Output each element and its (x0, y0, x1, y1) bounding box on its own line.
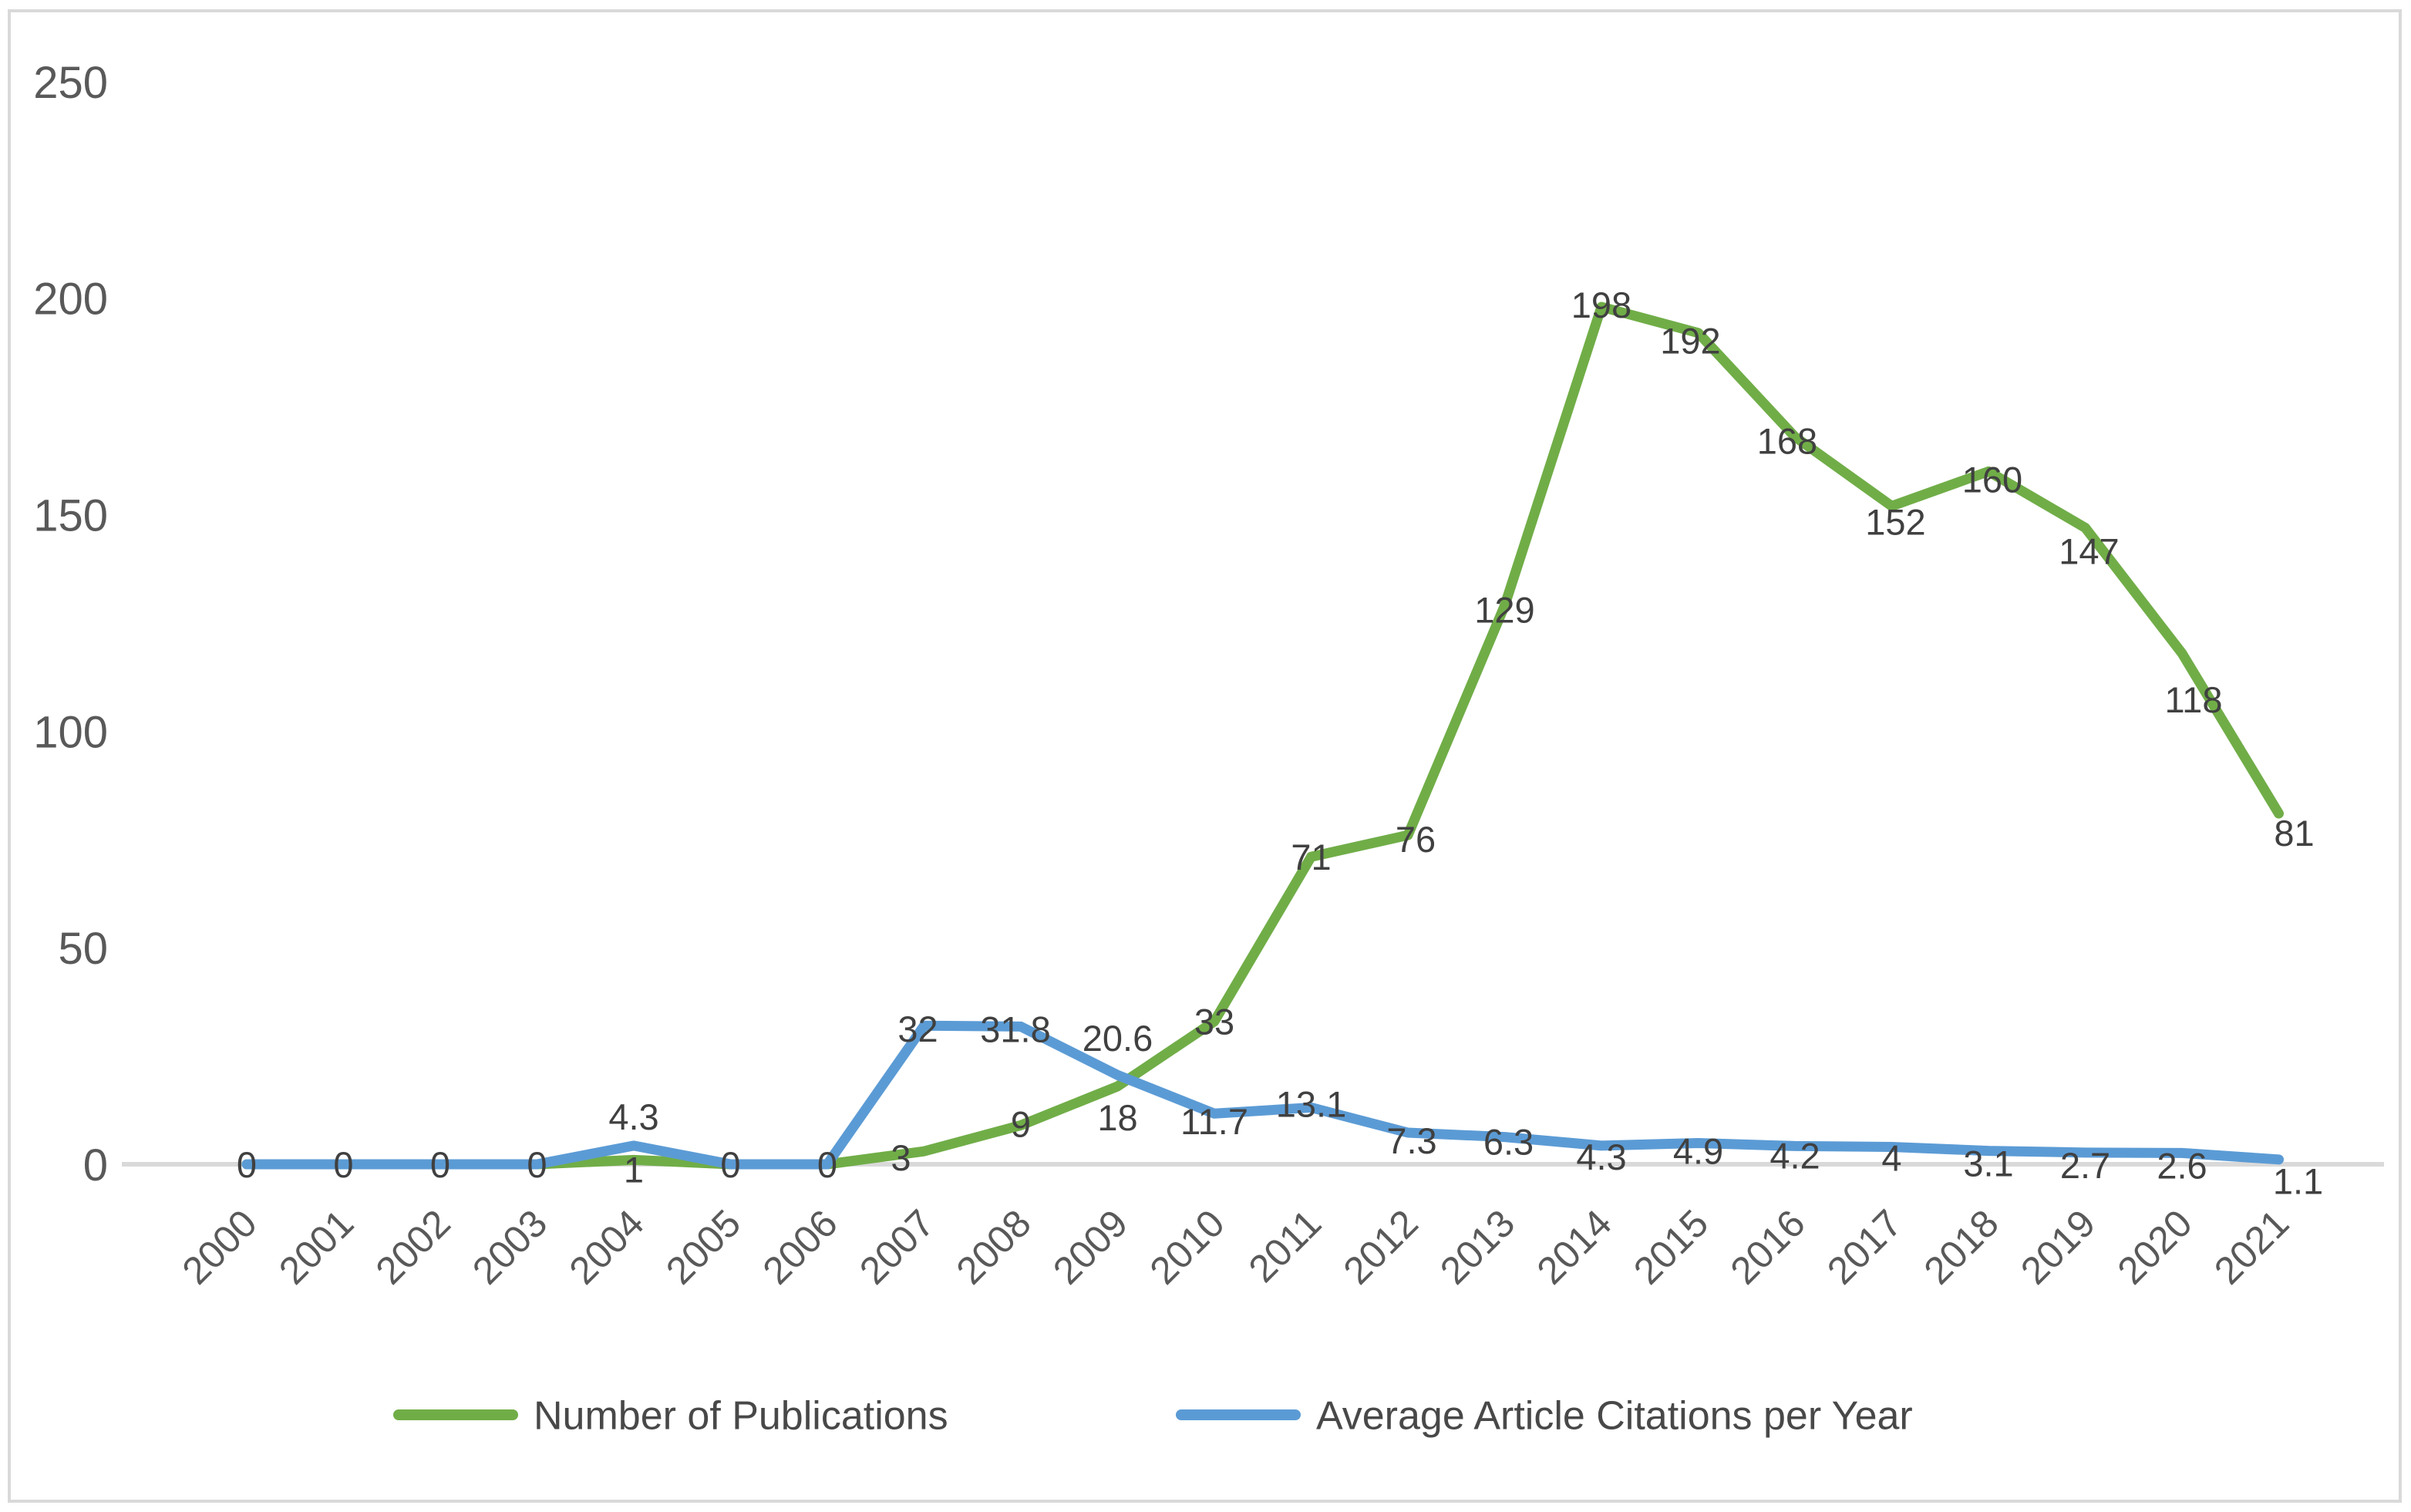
citations-value-label: 4.3 (1576, 1137, 1626, 1177)
citations-line (241, 1020, 2284, 1170)
citations-value-label: 1.1 (2273, 1161, 2323, 1202)
citations-value-label: 2.7 (2060, 1145, 2110, 1186)
publications-value-label: 129 (1474, 589, 1534, 630)
y-tick-label: 250 (33, 58, 108, 108)
y-tick-label: 150 (33, 490, 108, 540)
publications-value-label: 81 (2274, 813, 2314, 854)
citations-value-label: 3.1 (1963, 1143, 2013, 1184)
publications-value-label: 76 (1396, 819, 1436, 860)
year-label: 2012 (1335, 1201, 1426, 1292)
year-label: 2004 (561, 1201, 652, 1292)
publications-value-label: 0 (237, 1144, 257, 1185)
publications-value-label: 198 (1571, 285, 1631, 325)
y-tick-label: 200 (33, 274, 108, 325)
series-lines (241, 301, 2284, 1170)
publications-value-label: 168 (1757, 420, 1817, 461)
publications-value-label: 18 (1097, 1097, 1137, 1138)
y-tick-label: 0 (83, 1140, 108, 1190)
year-label: 2010 (1142, 1201, 1233, 1292)
year-label: 2015 (1625, 1201, 1716, 1292)
year-label: 2020 (2110, 1201, 2201, 1292)
year-label: 2017 (1819, 1201, 1910, 1292)
publications-legend-label: Number of Publications (534, 1394, 948, 1439)
year-label: 2014 (1529, 1201, 1620, 1292)
publications-value-label: 3 (891, 1137, 911, 1178)
year-label: 2019 (2012, 1201, 2103, 1292)
citations-value-label: 2.6 (2157, 1145, 2207, 1186)
publications-value-label: 152 (1865, 501, 1925, 542)
year-label: 2001 (271, 1201, 362, 1292)
publications-legend-swatch (393, 1409, 518, 1420)
year-label: 2000 (174, 1201, 265, 1292)
x-axis-labels: 2000 2001 2002 2003 2004 2005 2006 2007 2008 2009… (174, 1201, 2298, 1292)
citations-value-label: 32 (897, 1009, 938, 1049)
citations-value-label: 31.8 (980, 1009, 1050, 1049)
year-label: 2005 (658, 1201, 749, 1292)
citations-value-label: 4.9 (1673, 1130, 1723, 1171)
citations-value-label: 20.6 (1083, 1018, 1153, 1059)
year-label: 2013 (1432, 1201, 1523, 1292)
publications-value-label: 0 (720, 1144, 740, 1185)
year-label: 2016 (1722, 1201, 1813, 1292)
publications-value-label: 160 (1962, 459, 2022, 500)
publications-value-label: 1 (624, 1149, 644, 1190)
year-label: 2008 (948, 1201, 1039, 1292)
citations-value-label: 13.1 (1276, 1083, 1346, 1124)
year-label: 2007 (851, 1201, 942, 1292)
citations-legend-label: Average Article Citations per Year (1316, 1394, 1913, 1439)
y-tick-label: 100 (33, 707, 108, 757)
citations-value-label: 4.2 (1770, 1135, 1820, 1176)
publications-line (241, 301, 2284, 1170)
legend: Number of Publications Average Article Ci… (393, 1394, 1913, 1439)
year-label: 2021 (2206, 1201, 2297, 1292)
publications-value-label: 0 (527, 1144, 547, 1185)
year-label: 2002 (368, 1201, 459, 1292)
publications-value-label: 9 (1011, 1103, 1031, 1144)
citations-value-label: 7.3 (1386, 1120, 1436, 1161)
publications-value-label: 147 (2059, 530, 2119, 571)
frame-border (8, 9, 2402, 1503)
publications-value-label: 33 (1194, 1002, 1234, 1042)
publications-value-label: 71 (1291, 837, 1331, 877)
citations-value-label: 4.3 (608, 1096, 658, 1137)
citations-value-label: 11.7 (1180, 1101, 1248, 1142)
data-labels: 0 0 0 0 1 0 0 3 9 18 33 71 76 129 198 192 168 152 160 147 11… (237, 285, 2323, 1202)
publications-value-label: 0 (430, 1144, 450, 1185)
citations-value-label: 4 (1881, 1137, 1901, 1178)
y-tick-label: 50 (58, 924, 108, 974)
year-label: 2009 (1045, 1201, 1136, 1292)
citations-legend-swatch (1176, 1409, 1301, 1420)
year-label: 2018 (1916, 1201, 2007, 1292)
publications-value-label: 0 (333, 1144, 353, 1185)
year-label: 2003 (464, 1201, 555, 1292)
publications-value-label: 0 (817, 1144, 837, 1185)
publications-value-label: 192 (1660, 321, 1720, 362)
publications-value-label: 118 (2165, 679, 2223, 720)
citations-value-label: 6.3 (1483, 1122, 1534, 1163)
year-label: 2006 (755, 1201, 846, 1292)
year-label: 2011 (1241, 1201, 1330, 1291)
y-axis-labels: 0 50 100 150 200 250 (33, 58, 108, 1190)
